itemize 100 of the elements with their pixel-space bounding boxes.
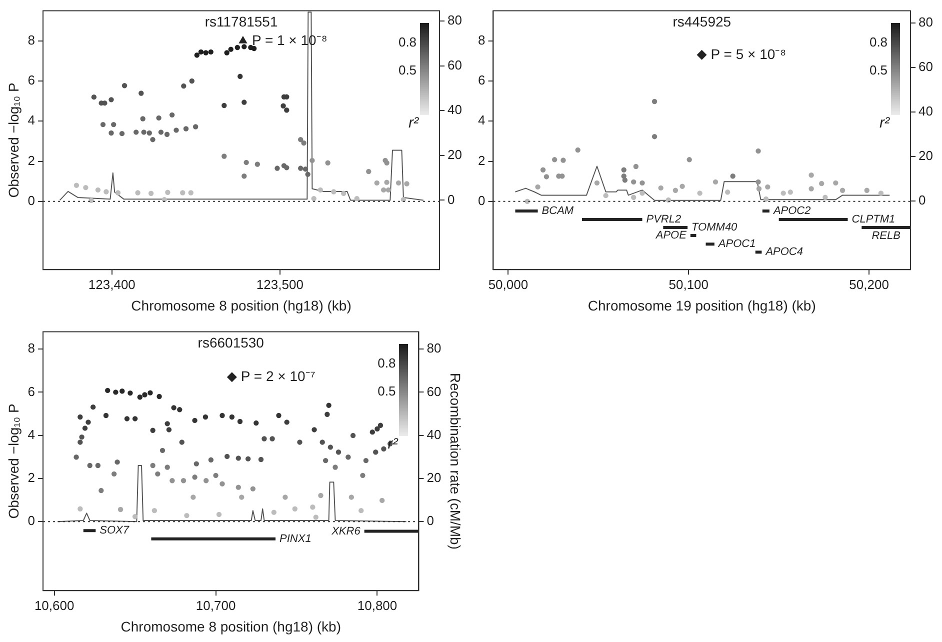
- y2-tick-label: 80: [426, 340, 442, 356]
- chart-title: rs6601530: [198, 334, 264, 351]
- point: [822, 194, 828, 200]
- point: [552, 157, 558, 162]
- y-tick-label: 8: [28, 32, 36, 48]
- y-tick-label: 0: [28, 192, 36, 208]
- series-label: APOC1: [717, 238, 756, 250]
- point: [640, 190, 645, 196]
- y2-tick-label: 60: [426, 384, 442, 399]
- x-tick-label: 10,700: [196, 598, 236, 613]
- series-label: APOC4: [764, 246, 803, 258]
- series-label: RELB: [872, 230, 900, 242]
- point: [864, 188, 870, 193]
- annotation: 0.5: [378, 383, 396, 398]
- point: [808, 172, 814, 178]
- point: [696, 50, 707, 60]
- y2-tick-label: 0: [918, 192, 926, 208]
- point: [686, 157, 692, 162]
- y2-tick-label: 60: [448, 57, 462, 72]
- y-tick-label: 2: [478, 152, 486, 168]
- annotation: 0.8: [398, 34, 417, 50]
- annotation: 0.5: [398, 62, 417, 78]
- y-tick-label: 6: [478, 72, 486, 88]
- point: [788, 190, 793, 195]
- point: [535, 184, 540, 190]
- chart-title: rs11781551: [204, 14, 278, 30]
- point: [640, 180, 645, 186]
- y-tick-label: 6: [28, 384, 36, 399]
- y2-tick-label: 20: [918, 148, 934, 164]
- series-label: PVRL2: [646, 214, 682, 226]
- point: [833, 180, 838, 186]
- point: [575, 147, 580, 153]
- annotation: r²: [880, 114, 891, 132]
- y-tick-label: 4: [28, 426, 36, 442]
- y-tick-label: 0: [478, 192, 486, 208]
- annotation: r²: [388, 435, 399, 452]
- series-label: APOC2: [772, 205, 811, 218]
- y-tick-label: 8: [28, 340, 36, 356]
- annotation: 0.5: [869, 62, 888, 78]
- point: [621, 167, 626, 172]
- y2-tick-label: 60: [918, 58, 934, 74]
- annotation: 0.8: [869, 34, 888, 50]
- series-label: P = 2 × 10⁻⁷: [240, 368, 316, 384]
- point: [763, 196, 769, 202]
- point: [765, 184, 770, 190]
- x-tick-label: 123,400: [88, 276, 136, 292]
- point: [730, 174, 736, 179]
- y2-tick-label: 20: [426, 470, 442, 486]
- chart-title: rs445925: [672, 14, 732, 30]
- y2-tick-label: 40: [448, 102, 462, 118]
- series-label: BCAM: [542, 205, 574, 218]
- point: [756, 186, 762, 192]
- point: [756, 148, 761, 154]
- y2-tick-label: 0: [426, 513, 434, 528]
- y2-tick-label: 40: [426, 426, 442, 442]
- y-tick-label: 6: [28, 72, 36, 88]
- point: [780, 190, 786, 196]
- series-label: XKR6: [330, 525, 362, 538]
- point: [540, 167, 546, 172]
- x-tick-label: 50,100: [668, 276, 709, 292]
- y2-tick-label: 0: [448, 192, 455, 207]
- point: [594, 180, 600, 186]
- point: [672, 188, 678, 193]
- y2-tick-label: 80: [918, 14, 934, 30]
- x-axis-title: Chromosome 19 position (hg18) (kb): [588, 297, 816, 314]
- point: [756, 179, 761, 185]
- y-axis-title: Observed −log₁₀ P: [5, 404, 22, 519]
- series-label: CLPTM1: [852, 214, 896, 226]
- x-tick-label: 10,600: [34, 598, 74, 613]
- point: [630, 194, 636, 200]
- y-tick-label: 8: [478, 32, 486, 48]
- point: [697, 190, 702, 196]
- point: [652, 98, 658, 104]
- point: [658, 185, 664, 191]
- x-axis-title: Chromosome 8 position (hg18) (kb): [131, 297, 352, 314]
- point: [680, 184, 685, 189]
- point: [603, 192, 608, 198]
- series-label: SOX7: [100, 524, 130, 537]
- point: [630, 179, 636, 185]
- x-axis-title: Chromosome 8 position (hg18) (kb): [120, 618, 341, 634]
- y-axis-title: Observed −log₁₀ P: [5, 82, 22, 198]
- point: [560, 158, 566, 163]
- x-tick-label: 10,800: [357, 598, 398, 613]
- point: [622, 178, 628, 183]
- point: [724, 190, 730, 195]
- x-tick-label: 123,500: [256, 276, 304, 292]
- y-tick-label: 2: [28, 152, 36, 168]
- series-label: PINX1: [280, 532, 312, 545]
- point: [878, 190, 884, 196]
- y2-tick-label: 20: [448, 147, 462, 162]
- annotation: 0.8: [378, 355, 396, 370]
- point: [652, 134, 658, 140]
- point: [633, 164, 639, 170]
- x-tick-label: 50,000: [488, 276, 528, 292]
- point: [544, 174, 550, 180]
- point: [818, 180, 824, 186]
- point: [712, 179, 718, 185]
- y2-tick-label: 40: [918, 103, 934, 118]
- y2-axis-title: Recombination rate (cM/Mb): [448, 372, 464, 550]
- series-label: APOE: [654, 230, 688, 242]
